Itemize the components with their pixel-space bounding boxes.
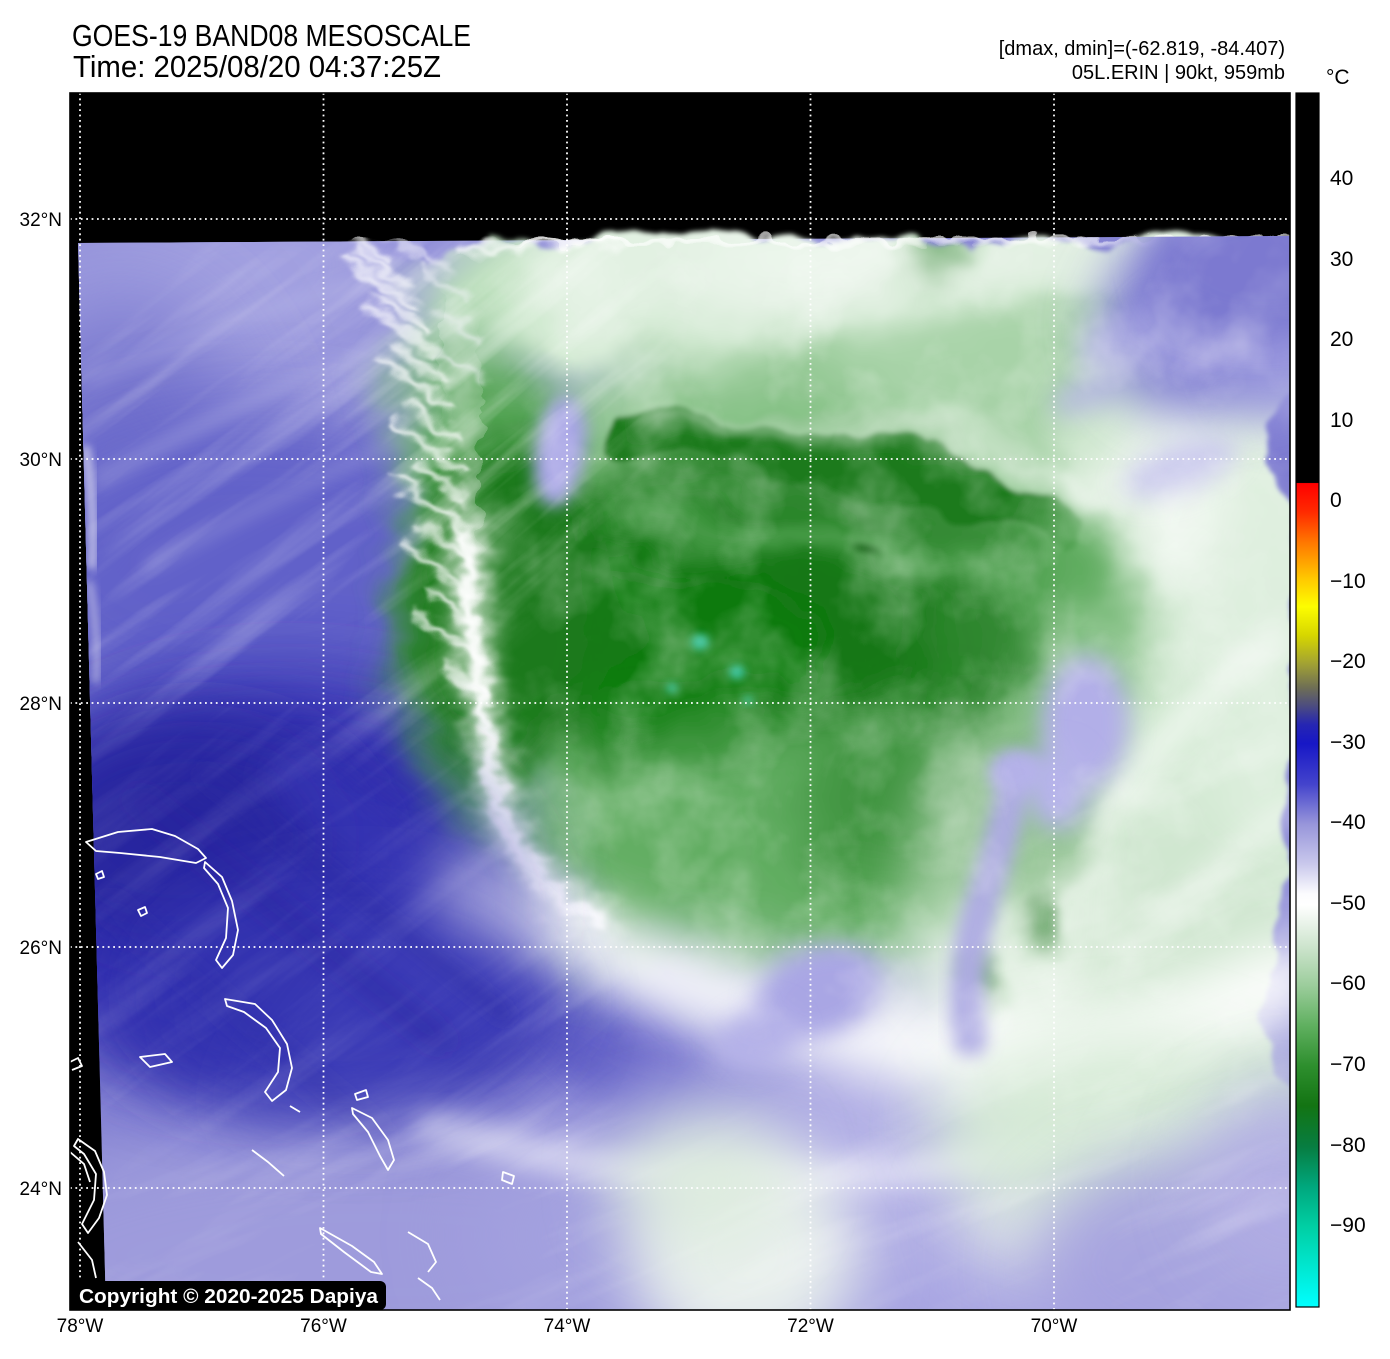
svg-text:20: 20 bbox=[1330, 328, 1353, 351]
svg-text:78°W: 78°W bbox=[57, 1316, 104, 1337]
svg-text:−20: −20 bbox=[1330, 650, 1366, 673]
svg-text:−30: −30 bbox=[1330, 731, 1366, 754]
svg-text:Time: 2025/08/20 04:37:25Z: Time: 2025/08/20 04:37:25Z bbox=[73, 49, 441, 84]
svg-text:−90: −90 bbox=[1330, 1214, 1366, 1237]
svg-text:28°N: 28°N bbox=[20, 694, 62, 715]
svg-text:40: 40 bbox=[1330, 167, 1353, 190]
svg-text:−50: −50 bbox=[1330, 892, 1366, 915]
svg-text:30: 30 bbox=[1330, 248, 1353, 271]
svg-text:05L.ERIN | 90kt, 959mb: 05L.ERIN | 90kt, 959mb bbox=[1072, 62, 1285, 84]
svg-text:[dmax, dmin]=(-62.819, -84.407: [dmax, dmin]=(-62.819, -84.407) bbox=[999, 38, 1285, 60]
svg-text:°C: °C bbox=[1326, 66, 1350, 89]
svg-text:GOES-19 BAND08 MESOSCALE: GOES-19 BAND08 MESOSCALE bbox=[72, 18, 471, 53]
svg-text:−60: −60 bbox=[1330, 972, 1366, 995]
svg-text:30°N: 30°N bbox=[20, 450, 62, 471]
svg-text:76°W: 76°W bbox=[300, 1316, 347, 1337]
svg-text:70°W: 70°W bbox=[1031, 1316, 1078, 1337]
svg-text:−70: −70 bbox=[1330, 1053, 1366, 1076]
svg-text:72°W: 72°W bbox=[787, 1316, 834, 1337]
svg-text:Copyright © 2020-2025 Dapiya: Copyright © 2020-2025 Dapiya bbox=[79, 1286, 379, 1308]
svg-text:−10: −10 bbox=[1330, 570, 1366, 593]
svg-text:24°N: 24°N bbox=[20, 1179, 62, 1200]
svg-text:10: 10 bbox=[1330, 409, 1353, 432]
svg-text:74°W: 74°W bbox=[544, 1316, 591, 1337]
svg-text:32°N: 32°N bbox=[20, 210, 62, 231]
svg-text:0: 0 bbox=[1330, 489, 1342, 512]
svg-text:−80: −80 bbox=[1330, 1134, 1366, 1157]
svg-text:26°N: 26°N bbox=[20, 938, 62, 959]
svg-text:−40: −40 bbox=[1330, 811, 1366, 834]
